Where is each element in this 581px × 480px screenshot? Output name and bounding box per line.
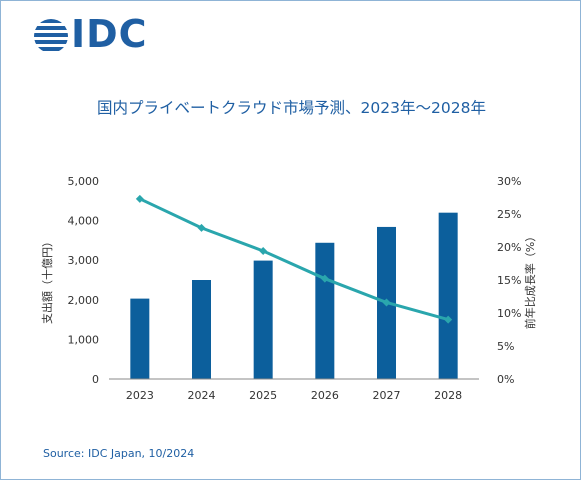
idc-logo-text: IDC bbox=[71, 12, 148, 56]
line-point-2025 bbox=[259, 246, 268, 255]
x-tick-label: 2027 bbox=[373, 389, 401, 402]
x-tick-label: 2025 bbox=[249, 389, 277, 402]
line-point-2026 bbox=[320, 274, 329, 283]
y-axis-label: 支出額（十億円） bbox=[40, 236, 54, 324]
bar-series bbox=[130, 212, 458, 379]
line-point-2023 bbox=[135, 194, 144, 203]
y2-axis-label: 前年比成長率（%） bbox=[523, 231, 537, 329]
y-tick-label: 5,000 bbox=[68, 175, 100, 188]
right-axis-ticks: 0% 5% 10% 15% 20% 25% 30% bbox=[497, 175, 521, 386]
y2-tick-label: 20% bbox=[497, 241, 521, 254]
y2-tick-label: 30% bbox=[497, 175, 521, 188]
y2-tick-label: 10% bbox=[497, 307, 521, 320]
combo-chart: 0 1,000 2,000 3,000 4,000 5,000 0% 5% 10% 15% 20%… bbox=[40, 175, 537, 402]
y2-tick-label: 0% bbox=[497, 373, 514, 386]
x-axis-ticks: 2023 2024 2025 2026 2027 2028 bbox=[126, 389, 462, 402]
bar-2024 bbox=[192, 280, 211, 379]
y2-tick-label: 15% bbox=[497, 274, 521, 287]
source-note: Source: IDC Japan, 10/2024 bbox=[43, 447, 195, 460]
y-tick-label: 2,000 bbox=[68, 294, 100, 307]
line-point-2028 bbox=[444, 315, 453, 324]
y-tick-label: 0 bbox=[92, 373, 99, 386]
left-axis-ticks: 0 1,000 2,000 3,000 4,000 5,000 bbox=[68, 175, 100, 386]
growth-rate-line bbox=[139, 197, 449, 322]
bar-2023 bbox=[130, 298, 150, 379]
line-point-2024 bbox=[197, 223, 206, 232]
x-tick-label: 2023 bbox=[126, 389, 154, 402]
x-tick-label: 2024 bbox=[188, 389, 216, 402]
bar-2026 bbox=[315, 242, 335, 379]
bar-2025 bbox=[253, 260, 273, 379]
y-tick-label: 3,000 bbox=[68, 254, 100, 267]
y-tick-label: 1,000 bbox=[68, 333, 100, 346]
x-tick-label: 2026 bbox=[311, 389, 339, 402]
idc-globe-icon bbox=[34, 19, 68, 51]
y2-tick-label: 25% bbox=[497, 208, 521, 221]
line-point-2027 bbox=[382, 298, 391, 307]
y-tick-label: 4,000 bbox=[68, 215, 100, 228]
x-tick-label: 2028 bbox=[434, 389, 462, 402]
y2-tick-label: 5% bbox=[497, 340, 514, 353]
bar-2028 bbox=[438, 212, 458, 379]
chart-title: 国内プライベートクラウド市場予測、2023年～2028年 bbox=[97, 99, 486, 117]
line-series bbox=[135, 194, 453, 324]
